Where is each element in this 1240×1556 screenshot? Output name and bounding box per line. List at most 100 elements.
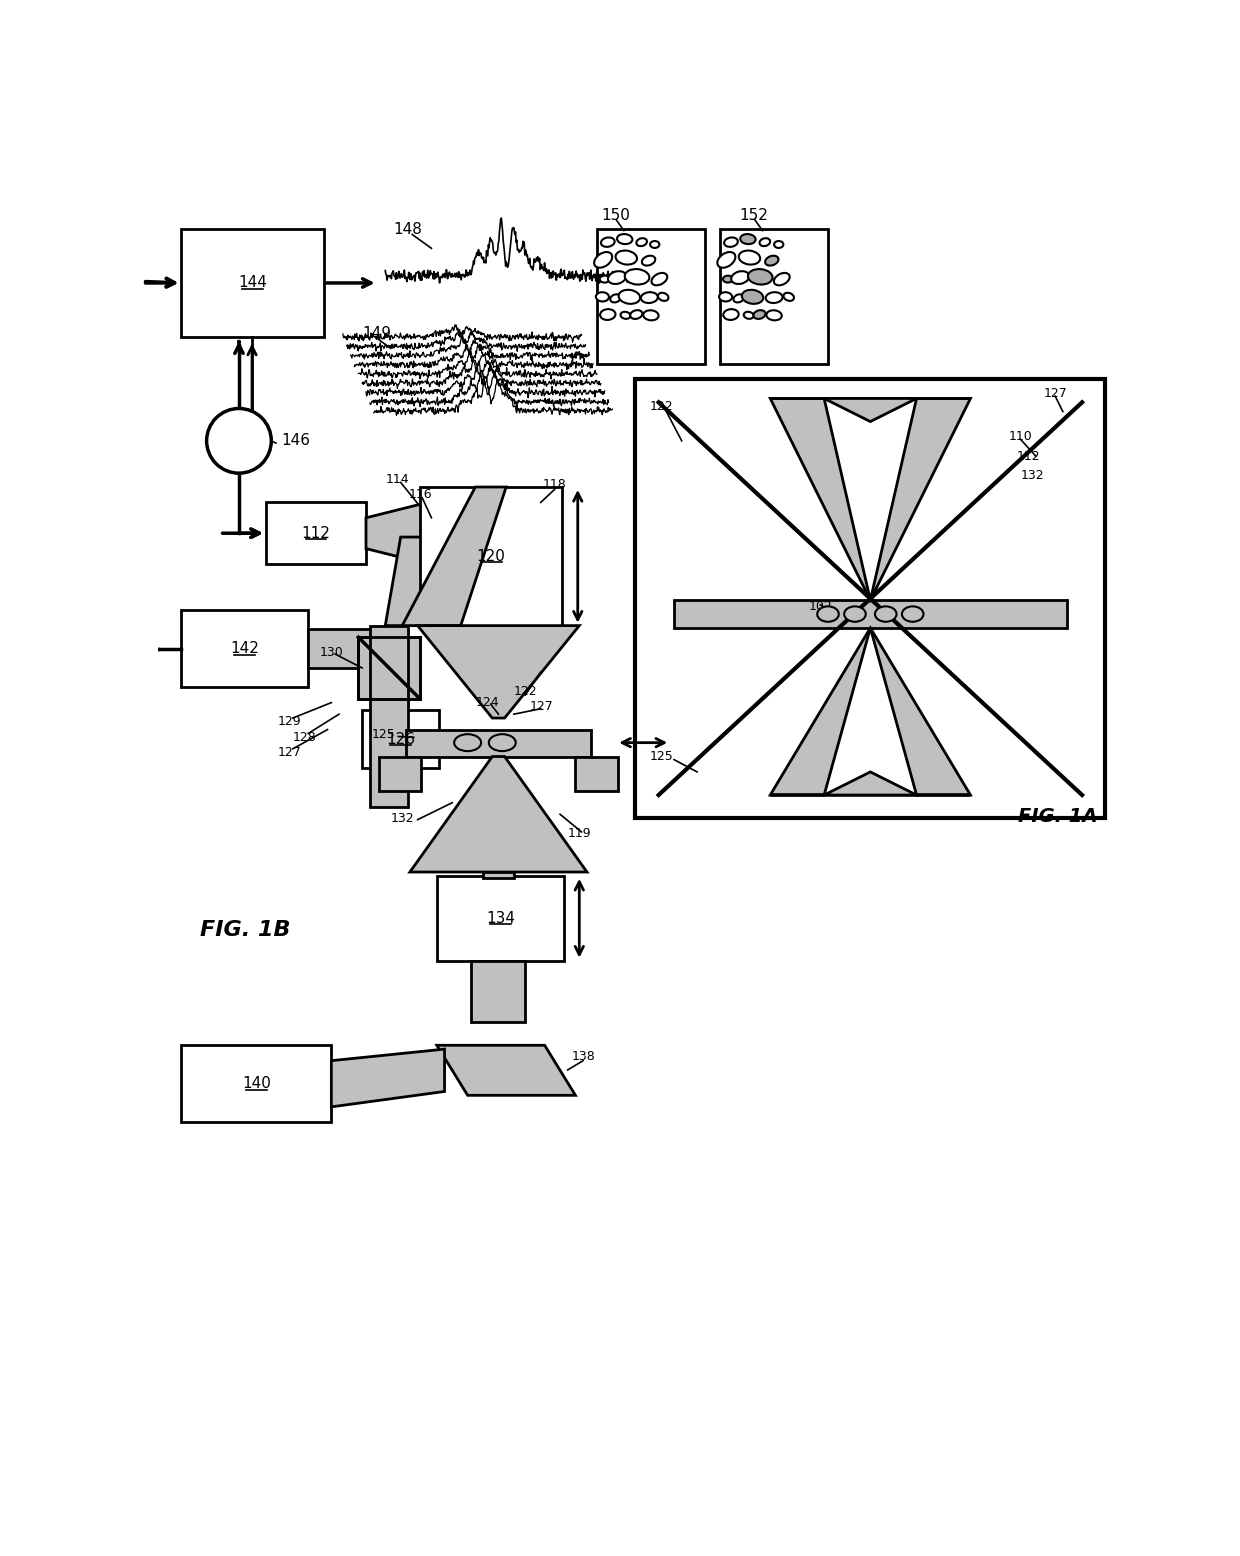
Bar: [405, 730, 590, 756]
Ellipse shape: [901, 607, 924, 622]
Text: 110: 110: [1009, 431, 1033, 443]
Text: 148: 148: [393, 221, 422, 237]
Ellipse shape: [817, 607, 838, 622]
Text: 134: 134: [486, 910, 515, 926]
Text: 122: 122: [513, 685, 537, 697]
Ellipse shape: [844, 607, 866, 622]
Bar: [362, 711, 439, 769]
Ellipse shape: [875, 607, 897, 622]
Text: 140: 140: [242, 1077, 270, 1091]
Ellipse shape: [723, 310, 739, 321]
Text: 150: 150: [601, 209, 630, 224]
Ellipse shape: [723, 275, 733, 283]
Ellipse shape: [596, 293, 609, 302]
Bar: [181, 610, 309, 688]
Ellipse shape: [625, 269, 650, 285]
Ellipse shape: [454, 734, 481, 752]
Ellipse shape: [630, 310, 642, 319]
Ellipse shape: [489, 734, 516, 752]
Ellipse shape: [733, 294, 744, 302]
Ellipse shape: [774, 272, 790, 285]
Ellipse shape: [600, 275, 610, 283]
Text: 129: 129: [278, 716, 301, 728]
Bar: [575, 756, 618, 790]
Polygon shape: [366, 495, 459, 571]
Bar: [181, 229, 324, 336]
Ellipse shape: [615, 251, 637, 265]
Text: 138: 138: [572, 1050, 595, 1063]
Text: 144: 144: [238, 275, 267, 291]
Text: 128: 128: [293, 731, 316, 744]
Ellipse shape: [610, 294, 621, 302]
Ellipse shape: [724, 238, 738, 247]
Ellipse shape: [744, 311, 754, 319]
Polygon shape: [523, 489, 547, 538]
Polygon shape: [410, 756, 587, 871]
Ellipse shape: [619, 289, 640, 303]
Ellipse shape: [774, 241, 784, 247]
Ellipse shape: [784, 293, 794, 300]
Polygon shape: [770, 772, 971, 795]
Text: 132: 132: [391, 812, 414, 825]
Bar: [379, 756, 422, 790]
Text: 130: 130: [320, 646, 343, 660]
Ellipse shape: [740, 233, 755, 244]
Polygon shape: [436, 1046, 575, 1095]
Ellipse shape: [748, 269, 773, 285]
Polygon shape: [402, 487, 506, 626]
Ellipse shape: [754, 310, 765, 319]
Text: 114: 114: [386, 473, 409, 485]
Text: 127: 127: [1044, 386, 1068, 400]
Bar: [358, 636, 420, 699]
Text: 146: 146: [281, 433, 310, 448]
Polygon shape: [825, 629, 916, 795]
Polygon shape: [331, 1049, 444, 1106]
Ellipse shape: [765, 293, 782, 303]
Polygon shape: [370, 626, 408, 699]
Bar: [265, 503, 366, 563]
Text: FIG. 1A: FIG. 1A: [1018, 806, 1097, 826]
Text: 112: 112: [1017, 450, 1040, 462]
Ellipse shape: [766, 310, 781, 321]
Ellipse shape: [650, 241, 660, 247]
Text: 112: 112: [301, 526, 330, 541]
Bar: [484, 871, 513, 878]
Text: 127: 127: [278, 747, 301, 759]
Ellipse shape: [651, 272, 667, 285]
Circle shape: [207, 409, 272, 473]
Bar: [635, 380, 1105, 818]
Ellipse shape: [718, 252, 735, 268]
Polygon shape: [386, 537, 463, 626]
Polygon shape: [770, 629, 971, 795]
Text: 102: 102: [808, 601, 832, 613]
Text: 120: 120: [476, 549, 506, 563]
Text: 152: 152: [739, 209, 769, 224]
Polygon shape: [770, 398, 971, 422]
Text: 149: 149: [362, 325, 391, 341]
Ellipse shape: [719, 293, 732, 302]
Bar: [720, 229, 828, 364]
Text: 119: 119: [568, 828, 591, 840]
Ellipse shape: [620, 311, 630, 319]
Ellipse shape: [732, 271, 749, 285]
Polygon shape: [418, 626, 579, 717]
Bar: [181, 1046, 331, 1122]
Polygon shape: [309, 630, 393, 668]
Text: 122: 122: [650, 400, 673, 412]
Text: 126: 126: [386, 731, 415, 747]
Text: 116: 116: [408, 489, 432, 501]
Text: 118: 118: [543, 478, 567, 492]
Polygon shape: [370, 699, 408, 806]
Ellipse shape: [608, 271, 626, 285]
Ellipse shape: [600, 310, 615, 321]
Text: 125: 125: [650, 750, 673, 762]
Polygon shape: [471, 960, 526, 1022]
Ellipse shape: [642, 255, 655, 266]
Text: FIG. 1B: FIG. 1B: [201, 920, 291, 940]
Ellipse shape: [601, 238, 615, 247]
Ellipse shape: [641, 293, 657, 303]
Bar: [420, 487, 563, 626]
Ellipse shape: [760, 238, 770, 246]
Ellipse shape: [742, 289, 764, 303]
Ellipse shape: [644, 310, 658, 321]
